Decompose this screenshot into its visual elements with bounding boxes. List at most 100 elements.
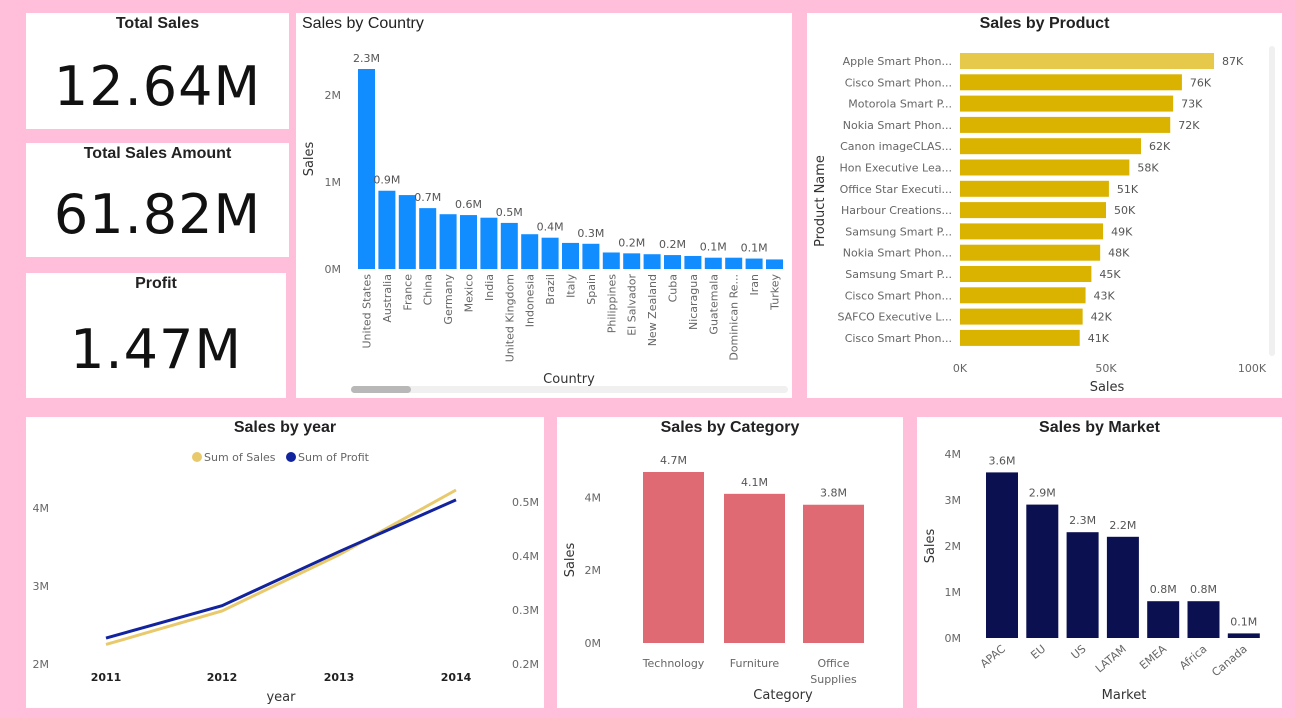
- legend-label: Sum of Profit: [298, 451, 370, 464]
- y-tick-label: 0M: [325, 263, 342, 276]
- data-label: 2.9M: [1029, 487, 1056, 500]
- y-axis-title: Product Name: [813, 155, 828, 247]
- data-label: 0.3M: [577, 227, 604, 240]
- bar: [623, 253, 641, 269]
- y-tick-label: 4M: [585, 491, 602, 504]
- scrollbar-thumb[interactable]: [351, 386, 411, 393]
- product-bar-chart[interactable]: Product Name Sales 0K 50K 100K Apple Smart Ph…: [807, 13, 1282, 398]
- x-tick-label: APAC: [978, 642, 1008, 670]
- x-tick-label: Guatemala: [707, 274, 720, 335]
- data-label: 2.3M: [353, 52, 380, 65]
- data-label: 72K: [1178, 119, 1200, 132]
- y-tick-label: 4M: [945, 448, 962, 461]
- bar: [1187, 601, 1220, 638]
- data-label: 3.6M: [989, 454, 1016, 467]
- bar: [541, 237, 559, 269]
- kpi-card-profit: Profit 1.47M: [26, 273, 286, 398]
- x-tick-label: Cuba: [667, 274, 680, 302]
- bar: [358, 69, 375, 269]
- country-bar-chart[interactable]: 0M 1M 2M Sales Country 2.3M United States 0.9M A…: [296, 13, 792, 398]
- data-label: 0.5M: [496, 206, 523, 219]
- vertical-scrollbar[interactable]: [1269, 46, 1275, 356]
- horizontal-scrollbar[interactable]: [351, 386, 788, 393]
- x-tick-label: Canada: [1209, 642, 1249, 679]
- y-right-tick-label: 0.2M: [512, 658, 539, 671]
- bar: [562, 242, 579, 269]
- y-tick-label: 0M: [945, 632, 962, 645]
- data-label: 0.2M: [659, 238, 686, 251]
- bar: [960, 53, 1215, 69]
- data-label: 58K: [1137, 162, 1159, 175]
- bar: [460, 215, 477, 269]
- category-bar-chart[interactable]: Sales 0M 2M 4M 4.7M 4.1M 3.8M Technology Furnitu…: [557, 417, 903, 708]
- data-label: 0.1M: [1230, 615, 1257, 628]
- x-tick-label: United Kingdom: [503, 274, 516, 362]
- bar: [725, 257, 743, 269]
- y-axis-title: Sales: [563, 542, 578, 577]
- bar: [960, 159, 1130, 176]
- kpi-title: Total Sales Amount: [83, 145, 232, 162]
- market-bar-chart[interactable]: Sales 0M 1M 2M 3M 4M 3.6M APAC 2.9M EU 2.3M US 2.2M L…: [917, 417, 1282, 708]
- x-tick-label: Australia: [381, 274, 394, 323]
- y-left-tick-label: 3M: [33, 580, 50, 593]
- bar: [960, 329, 1080, 346]
- bar: [960, 266, 1092, 282]
- y-tick-label: 1M: [325, 176, 342, 189]
- data-label: 0.6M: [455, 198, 482, 211]
- data-label: 4.7M: [660, 454, 687, 467]
- y-axis-title: Sales: [923, 528, 938, 563]
- x-tick-label: Office Supplies: [810, 657, 857, 686]
- series-line-profit: [105, 498, 457, 640]
- x-tick-label: Philippines: [605, 274, 618, 334]
- x-tick-label: 2013: [324, 671, 355, 684]
- x-tick-label: Mexico: [463, 274, 476, 313]
- x-tick-label: 2011: [91, 671, 122, 684]
- bar: [960, 223, 1104, 240]
- x-tick-label: Dominican Re...: [728, 274, 741, 361]
- bar: [439, 214, 457, 269]
- bar: [643, 254, 661, 269]
- data-label: 2.3M: [1069, 514, 1096, 527]
- y-tick-label: 2M: [585, 564, 602, 577]
- series-line-sales: [105, 488, 457, 646]
- data-label: 0.1M: [741, 242, 768, 255]
- bar: [960, 95, 1174, 112]
- x-axis-title: Category: [753, 688, 813, 703]
- data-label: 73K: [1181, 98, 1203, 111]
- x-tick-label: 2012: [207, 671, 238, 684]
- y-left-tick-label: 4M: [33, 502, 50, 515]
- x-tick-label: Technology: [642, 657, 705, 670]
- x-tick-label: EU: [1028, 642, 1048, 662]
- kpi-value: 61.82M: [53, 183, 262, 246]
- bar: [960, 308, 1083, 325]
- bar: [960, 244, 1101, 261]
- y-tick-label: Nokia Smart Phon...: [843, 119, 952, 132]
- x-tick-label: 50K: [1095, 362, 1117, 375]
- legend-label: Sum of Sales: [204, 451, 276, 464]
- sales-by-product-card[interactable]: Sales by Product Product Name Sales 0K 50K 1…: [807, 13, 1282, 398]
- sales-by-category-card[interactable]: Sales by Category Sales 0M 2M 4M 4.7M 4.1M 3.8…: [557, 417, 903, 708]
- bar: [1106, 536, 1139, 638]
- bar: [724, 493, 785, 643]
- sales-by-year-card[interactable]: Sales by year Sum of Sales Sum of Profit 2…: [26, 417, 544, 708]
- sales-by-country-card[interactable]: Sales by Country 0M 1M 2M Sales Country 2.3M U…: [296, 13, 792, 398]
- y-tick-label: Apple Smart Phon...: [843, 55, 952, 68]
- kpi-card-total-sales: Total Sales 12.64M: [26, 13, 289, 129]
- bar: [602, 252, 620, 269]
- data-label: 0.2M: [618, 236, 645, 249]
- legend-marker-profit: [286, 452, 296, 462]
- x-tick-label: Nicaragua: [687, 274, 700, 330]
- x-tick-label: 2014: [441, 671, 472, 684]
- bar: [664, 255, 681, 269]
- y-right-tick-label: 0.3M: [512, 604, 539, 617]
- x-tick-label: Italy: [565, 274, 578, 298]
- year-line-chart[interactable]: Sum of Sales Sum of Profit 2M 3M 4M 0.2M 0.3M 0…: [26, 417, 544, 708]
- bar: [643, 472, 704, 643]
- chart-title: Sales by Category: [660, 419, 800, 436]
- y-right-tick-label: 0.4M: [512, 550, 539, 563]
- y-tick-label: 3M: [945, 494, 962, 507]
- sales-by-market-card[interactable]: Sales by Market Sales 0M 1M 2M 3M 4M 3.6M APAC 2…: [917, 417, 1282, 708]
- y-tick-label: SAFCO Executive L...: [837, 311, 952, 324]
- bar: [398, 195, 416, 269]
- bar: [960, 74, 1182, 91]
